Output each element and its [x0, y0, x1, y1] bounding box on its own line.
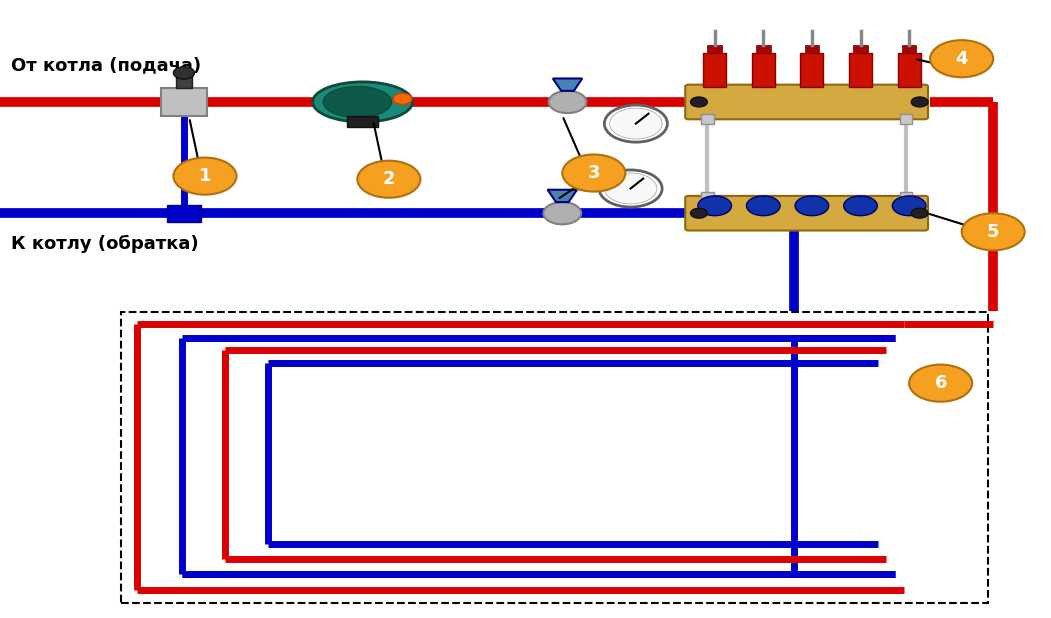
Polygon shape	[548, 190, 577, 202]
Circle shape	[698, 196, 731, 216]
Circle shape	[746, 196, 780, 216]
Circle shape	[543, 202, 581, 224]
Text: К котлу (обратка): К котлу (обратка)	[11, 235, 199, 253]
Bar	[902, 45, 916, 53]
Text: 5: 5	[987, 222, 1000, 241]
Bar	[805, 45, 820, 53]
Text: 3: 3	[588, 164, 600, 182]
FancyBboxPatch shape	[685, 196, 928, 231]
Circle shape	[909, 365, 972, 402]
Bar	[701, 192, 714, 201]
Bar	[853, 45, 868, 53]
Bar	[801, 53, 824, 87]
Bar	[898, 53, 921, 87]
Circle shape	[962, 213, 1025, 250]
Circle shape	[173, 158, 236, 195]
Bar	[121, 312, 988, 603]
Bar	[849, 53, 872, 87]
Circle shape	[604, 105, 667, 142]
Bar	[900, 192, 912, 201]
Circle shape	[393, 93, 412, 104]
Circle shape	[357, 161, 420, 198]
Circle shape	[691, 208, 707, 218]
Circle shape	[549, 91, 586, 113]
Ellipse shape	[324, 87, 391, 117]
Circle shape	[610, 108, 662, 139]
Bar	[751, 53, 775, 87]
Circle shape	[911, 97, 928, 107]
Circle shape	[930, 40, 993, 77]
Circle shape	[604, 173, 657, 204]
Bar	[707, 45, 722, 53]
Text: 4: 4	[955, 49, 968, 68]
Circle shape	[911, 208, 928, 218]
Text: От котла (подача): От котла (подача)	[11, 56, 201, 74]
Bar	[347, 116, 378, 127]
Bar	[176, 73, 192, 88]
Bar	[161, 88, 207, 116]
Bar	[900, 114, 912, 124]
Polygon shape	[553, 78, 582, 91]
Bar	[756, 45, 770, 53]
Bar	[703, 53, 726, 87]
Circle shape	[892, 196, 926, 216]
Circle shape	[599, 170, 662, 207]
Circle shape	[691, 97, 707, 107]
Text: 2: 2	[383, 170, 395, 188]
Circle shape	[844, 196, 878, 216]
Text: 1: 1	[199, 167, 211, 185]
Bar	[167, 205, 201, 222]
Circle shape	[562, 154, 625, 192]
Circle shape	[173, 67, 194, 79]
Circle shape	[795, 196, 828, 216]
FancyBboxPatch shape	[685, 85, 928, 119]
Ellipse shape	[313, 82, 412, 122]
Text: 6: 6	[934, 374, 947, 392]
Bar	[701, 114, 714, 124]
